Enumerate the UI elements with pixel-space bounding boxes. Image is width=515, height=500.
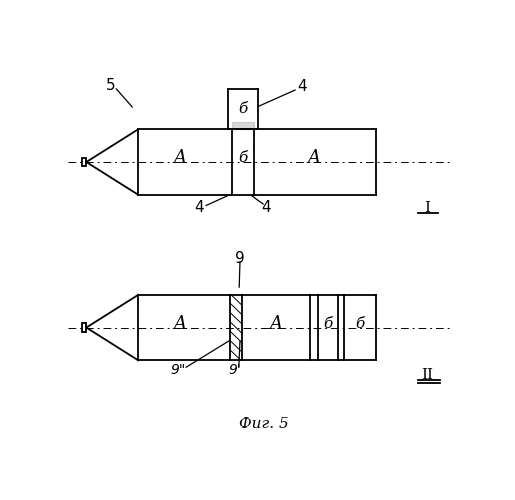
Bar <box>82 324 87 332</box>
Text: б: б <box>323 316 332 330</box>
Text: 4: 4 <box>297 80 306 94</box>
Text: A: A <box>174 149 186 167</box>
Bar <box>82 158 87 166</box>
Text: 4: 4 <box>261 200 271 215</box>
Text: A: A <box>174 314 186 332</box>
Text: 9': 9' <box>229 362 242 376</box>
Text: б: б <box>238 151 248 165</box>
Text: A: A <box>307 149 320 167</box>
Text: II: II <box>422 368 434 382</box>
Text: 9": 9" <box>170 362 186 376</box>
Text: Фиг. 5: Фиг. 5 <box>239 417 289 431</box>
Text: 9: 9 <box>235 251 245 266</box>
Text: I: I <box>424 201 431 215</box>
Text: б: б <box>238 102 248 116</box>
Text: 4: 4 <box>195 200 204 215</box>
Text: A: A <box>269 314 282 332</box>
Text: 5: 5 <box>106 78 115 92</box>
Text: б: б <box>355 316 364 330</box>
